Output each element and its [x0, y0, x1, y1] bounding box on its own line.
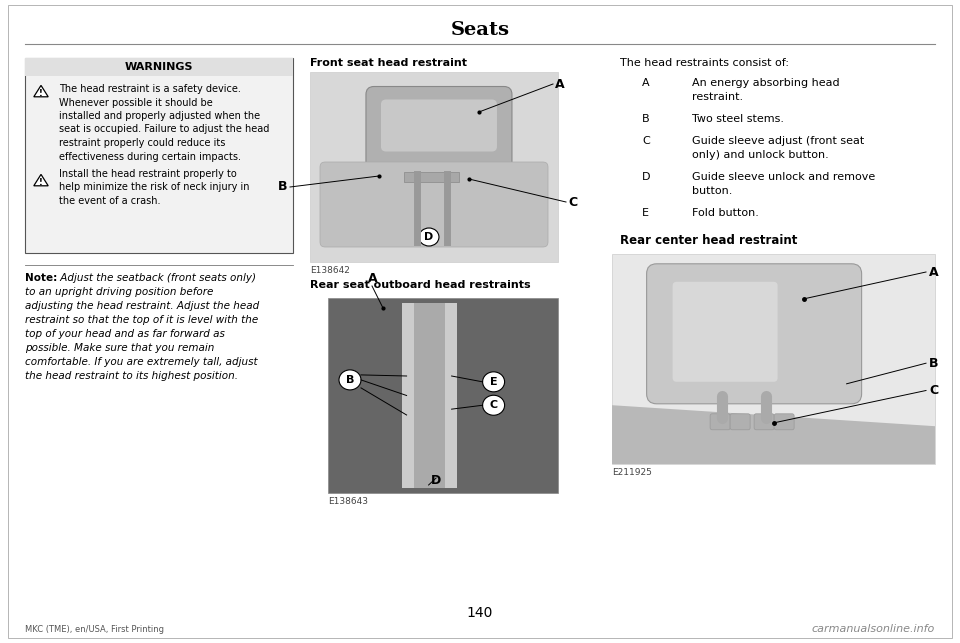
- Text: Rear center head restraint: Rear center head restraint: [620, 234, 798, 247]
- FancyBboxPatch shape: [673, 282, 778, 382]
- Bar: [612, 254, 935, 464]
- Text: A: A: [929, 266, 939, 278]
- Text: adjusting the head restraint. Adjust the head: adjusting the head restraint. Adjust the…: [25, 301, 259, 311]
- Text: C: C: [568, 195, 577, 208]
- Text: C: C: [929, 384, 938, 397]
- FancyBboxPatch shape: [366, 87, 512, 188]
- Ellipse shape: [419, 228, 439, 246]
- Text: B: B: [346, 375, 354, 385]
- Ellipse shape: [483, 372, 505, 392]
- Text: the event of a crash.: the event of a crash.: [59, 196, 160, 206]
- FancyBboxPatch shape: [320, 162, 548, 247]
- Polygon shape: [34, 174, 48, 186]
- Text: C: C: [490, 400, 497, 410]
- Text: An energy absorbing head: An energy absorbing head: [692, 78, 840, 88]
- FancyBboxPatch shape: [381, 100, 497, 152]
- Polygon shape: [34, 86, 48, 97]
- Text: E211925: E211925: [612, 468, 652, 477]
- Text: B: B: [642, 114, 650, 124]
- FancyBboxPatch shape: [647, 264, 862, 404]
- Text: Guide sleeve unlock and remove: Guide sleeve unlock and remove: [692, 172, 876, 182]
- Text: 140: 140: [467, 606, 493, 620]
- Text: help minimize the risk of neck injury in: help minimize the risk of neck injury in: [59, 183, 250, 192]
- FancyBboxPatch shape: [731, 414, 750, 430]
- Ellipse shape: [339, 370, 361, 390]
- Text: restraint so that the top of it is level with the: restraint so that the top of it is level…: [25, 315, 258, 325]
- Text: Guide sleeve adjust (front seat: Guide sleeve adjust (front seat: [692, 136, 864, 146]
- Text: Note:: Note:: [25, 273, 58, 283]
- Text: comfortable. If you are extremely tall, adjust: comfortable. If you are extremely tall, …: [25, 357, 257, 367]
- Text: only) and unlock button.: only) and unlock button.: [692, 150, 828, 160]
- Text: MKC (TME), en/USA, First Printing: MKC (TME), en/USA, First Printing: [25, 624, 164, 633]
- Text: D: D: [431, 475, 442, 487]
- Polygon shape: [612, 405, 935, 464]
- FancyBboxPatch shape: [710, 414, 731, 430]
- Bar: [414, 303, 444, 488]
- FancyBboxPatch shape: [755, 414, 774, 430]
- Bar: [25, 58, 293, 253]
- Text: Adjust the seatback (front seats only): Adjust the seatback (front seats only): [57, 273, 256, 283]
- Text: B: B: [929, 357, 939, 370]
- Text: The head restraint is a safety device.: The head restraint is a safety device.: [59, 84, 241, 94]
- Bar: [404, 172, 459, 182]
- Text: E: E: [642, 208, 649, 218]
- Text: D: D: [424, 232, 434, 242]
- Bar: [401, 303, 457, 488]
- Text: Front seat head restraint: Front seat head restraint: [310, 58, 467, 68]
- Bar: [25, 58, 293, 76]
- FancyBboxPatch shape: [774, 414, 794, 430]
- Text: button.: button.: [692, 186, 732, 196]
- Text: Whenever possible it should be: Whenever possible it should be: [59, 98, 213, 107]
- Text: Seats: Seats: [450, 21, 510, 39]
- Text: the head restraint to its highest position.: the head restraint to its highest positi…: [25, 371, 238, 381]
- Text: carmanualsonline.info: carmanualsonline.info: [812, 624, 935, 634]
- Text: top of your head and as far forward as: top of your head and as far forward as: [25, 329, 225, 339]
- Text: Install the head restraint properly to: Install the head restraint properly to: [59, 169, 237, 179]
- Text: !: !: [39, 177, 43, 186]
- Bar: [310, 72, 558, 262]
- Text: Rear seat outboard head restraints: Rear seat outboard head restraints: [310, 280, 531, 290]
- Text: A: A: [368, 271, 377, 284]
- Ellipse shape: [483, 395, 505, 415]
- Text: installed and properly adjusted when the: installed and properly adjusted when the: [59, 111, 260, 121]
- Text: !: !: [39, 89, 43, 98]
- Text: Fold button.: Fold button.: [692, 208, 758, 218]
- Text: D: D: [642, 172, 651, 182]
- Text: to an upright driving position before: to an upright driving position before: [25, 287, 213, 297]
- Text: possible. Make sure that you remain: possible. Make sure that you remain: [25, 343, 214, 353]
- Text: C: C: [642, 136, 650, 146]
- Text: effectiveness during certain impacts.: effectiveness during certain impacts.: [59, 152, 241, 161]
- Bar: [25, 58, 293, 76]
- Text: E138643: E138643: [328, 497, 368, 506]
- Text: restraint properly could reduce its: restraint properly could reduce its: [59, 138, 226, 148]
- Text: seat is occupied. Failure to adjust the head: seat is occupied. Failure to adjust the …: [59, 125, 270, 134]
- Text: WARNINGS: WARNINGS: [125, 62, 193, 72]
- Text: A: A: [642, 78, 650, 88]
- Text: Two steel stems.: Two steel stems.: [692, 114, 784, 124]
- Text: A: A: [555, 78, 564, 91]
- Text: restraint.: restraint.: [692, 92, 743, 102]
- Text: E138642: E138642: [310, 266, 349, 275]
- Text: E: E: [490, 377, 497, 387]
- Text: B: B: [277, 181, 287, 194]
- Bar: [328, 298, 558, 493]
- Text: The head restraints consist of:: The head restraints consist of:: [620, 58, 789, 68]
